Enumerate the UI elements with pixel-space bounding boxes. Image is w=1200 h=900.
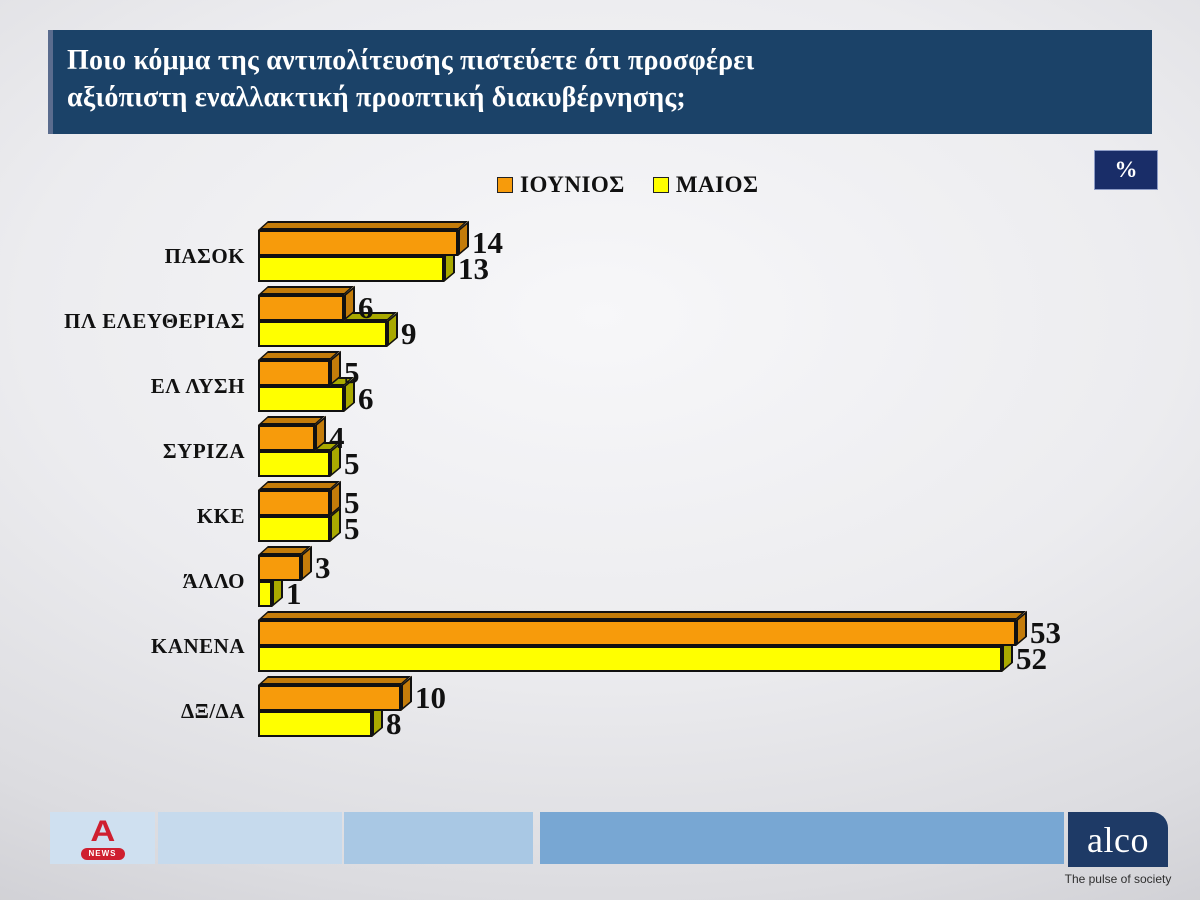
category-label: ΣΥΡΙΖΑ	[162, 439, 245, 463]
bar-front-face	[258, 360, 330, 386]
bar-value-label: 3	[315, 550, 331, 585]
bar-value-label: 53	[1030, 615, 1061, 650]
bar-value-label: 5	[344, 355, 360, 390]
chart-row: ΔΞ/ΔΑ 10 8	[0, 675, 1200, 741]
alpha-news-logo: A NEWS	[80, 814, 125, 860]
category-label: ΔΞ/ΔΑ	[180, 699, 245, 723]
bar-value-label: 5	[344, 511, 360, 546]
alco-tagline: The pulse of society	[1064, 872, 1172, 886]
bar-front-face	[258, 321, 387, 347]
bar-top-face	[258, 286, 354, 295]
legend-label: ΙΟΥΝΙΟΣ	[520, 172, 625, 197]
bar-value-label: 10	[415, 680, 446, 715]
percent-unit-badge: %	[1094, 150, 1158, 190]
legend-label: ΜΑΙΟΣ	[675, 172, 759, 197]
bar-front-face	[258, 425, 315, 451]
bar-top-face	[258, 481, 340, 490]
bar-front-face	[258, 620, 1016, 646]
category-label: ΠΑΣΟΚ	[164, 244, 245, 268]
alpha-news-label: NEWS	[80, 847, 125, 860]
category-label: ΚΚΕ	[196, 504, 245, 528]
chart-row: ΣΥΡΙΖΑ 4 5	[0, 415, 1200, 481]
chart-row: ΠΑΣΟΚ 14 13	[0, 220, 1200, 286]
footer-block-alpha: A NEWS	[50, 812, 155, 864]
legend-item-1: ΜΑΙΟΣ	[652, 172, 759, 198]
footer-block-3	[344, 812, 533, 864]
category-label: ΆΛΛΟ	[182, 569, 245, 593]
bar-front-face	[258, 685, 401, 711]
bar-front-face	[258, 295, 344, 321]
bar-front-face	[258, 646, 1002, 672]
bar-top-face	[258, 611, 1026, 620]
bar-value-label: 5	[344, 446, 360, 481]
bar-front-face	[258, 711, 372, 737]
bar-front-face	[258, 451, 330, 477]
bar-top-face	[258, 351, 340, 360]
chart-legend: ΙΟΥΝΙΟΣ ΜΑΙΟΣ	[497, 172, 759, 198]
bar-value-label: 5	[344, 485, 360, 520]
bar-value-label: 9	[401, 316, 417, 351]
footer-block-2	[158, 812, 342, 864]
bar-front-face	[258, 256, 444, 282]
category-label: ΚΑΝΕΝΑ	[150, 634, 245, 658]
question-title-line1: Ποιο κόμμα της αντιπολίτευσης πιστεύετε …	[67, 45, 755, 77]
bar-value-label: 14	[472, 225, 503, 260]
category-label: ΕΛ ΛΥΣΗ	[150, 374, 245, 398]
bar-front-face	[258, 386, 344, 412]
bar-value-label: 1	[286, 576, 302, 611]
chart-row: ΆΛΛΟ 3 1	[0, 545, 1200, 611]
category-label: ΠΛ ΕΛΕΥΘΕΡΙΑΣ	[64, 309, 245, 333]
footer-block-4	[540, 812, 1064, 864]
bar-front-face	[258, 490, 330, 516]
bar-top-face	[258, 221, 468, 230]
bar-front-face	[258, 581, 272, 607]
bar-front-face	[258, 230, 458, 256]
chart-rows: ΠΑΣΟΚ 14 13 ΠΛ ΕΛΕΥΘΕΡΙΑΣ 6 9 ΕΛ ΛΥΣΗ 5 6 ΣΥΡΙΖΑ 4…	[0, 220, 1200, 741]
bar-front-face	[258, 555, 301, 581]
alpha-channel-icon: A	[90, 814, 115, 848]
bar-value-label: 8	[386, 706, 402, 741]
bar-value-label: 13	[458, 251, 489, 286]
bar-value-label: 6	[358, 290, 374, 325]
bar-front-face	[258, 516, 330, 542]
bar-value-label: 6	[358, 381, 374, 416]
chart-row: ΚΑΝΕΝΑ 53 52	[0, 610, 1200, 676]
chart-row: ΚΚΕ 5 5	[0, 480, 1200, 546]
bar-top-face	[258, 676, 411, 685]
bar-chart: ΠΑΣΟΚ 14 13 ΠΛ ΕΛΕΥΘΕΡΙΑΣ 6 9 ΕΛ ΛΥΣΗ 5 6 ΣΥΡΙΖΑ 4…	[0, 220, 1200, 741]
question-title-bar: Ποιο κόμμα της αντιπολίτευσης πιστεύετε …	[48, 30, 1152, 134]
bar-value-label: 52	[1016, 641, 1047, 676]
question-title-line2: αξιόπιστη εναλλακτική προοπτική διακυβέρ…	[67, 82, 686, 113]
chart-row: ΕΛ ΛΥΣΗ 5 6	[0, 350, 1200, 416]
chart-row: ΠΛ ΕΛΕΥΘΕΡΙΑΣ 6 9	[0, 285, 1200, 351]
bar-value-label: 4	[329, 420, 345, 455]
legend-item-0: ΙΟΥΝΙΟΣ	[497, 172, 625, 198]
alco-logo-text: alco	[1087, 819, 1149, 860]
legend-swatch-icon	[497, 177, 513, 193]
alco-logo: alco	[1068, 812, 1168, 867]
legend-swatch-icon	[652, 177, 669, 193]
